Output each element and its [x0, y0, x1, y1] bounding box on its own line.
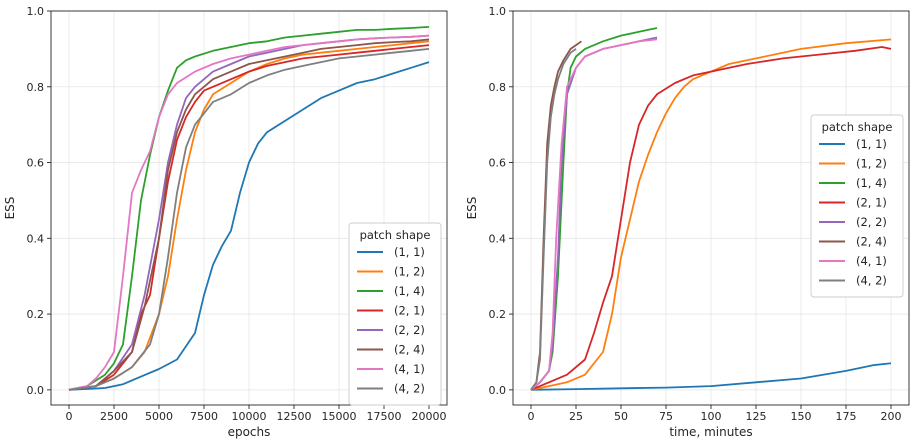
- x-tick-label: 50: [614, 410, 628, 423]
- x-tick-label: 125: [746, 410, 767, 423]
- x-tick-label: 15000: [322, 410, 357, 423]
- x-tick-label: 5000: [145, 410, 173, 423]
- legend-box: [348, 222, 442, 406]
- x-axis-label: epochs: [228, 425, 271, 439]
- legend-label: (1, 2): [394, 265, 425, 279]
- series-line-4: [530, 36, 658, 391]
- series-line-0: [530, 362, 892, 391]
- x-tick-label: 10000: [232, 410, 267, 423]
- legend-label: (2, 4): [856, 235, 887, 249]
- y-tick-label: 1.0: [489, 5, 507, 18]
- legend-label: (4, 2): [394, 382, 425, 396]
- x-tick-label: 2500: [100, 410, 128, 423]
- x-tick-label: 12500: [277, 410, 312, 423]
- x-tick-label: 200: [881, 410, 902, 423]
- series-line-1: [530, 38, 892, 391]
- x-tick-label: 175: [836, 410, 857, 423]
- legend-label: (2, 2): [856, 215, 887, 229]
- y-tick-label: 0.2: [489, 308, 507, 321]
- legend-label: (2, 1): [856, 196, 887, 210]
- y-tick-label: 0.2: [27, 308, 45, 321]
- legend-label: (4, 1): [856, 254, 887, 268]
- legend-box: [810, 114, 904, 298]
- series-line-3: [68, 44, 430, 391]
- left-chart-epochs: 0 2500 5000 7500 10000 12500 15000 17500 20000 0.…: [3, 5, 448, 439]
- legend-label: (2, 4): [394, 343, 425, 357]
- series-line-2: [68, 26, 430, 391]
- x-tick-label: 20000: [412, 410, 447, 423]
- series-line-0: [68, 61, 430, 391]
- y-tick-label: 0.0: [27, 384, 45, 397]
- series-line-5: [530, 40, 582, 391]
- x-tick-label: 75: [659, 410, 673, 423]
- legend-label: (1, 1): [394, 245, 425, 259]
- legend-label: (1, 1): [856, 137, 887, 151]
- legend-title: patch shape: [822, 120, 893, 134]
- y-axis-label: ESS: [465, 197, 479, 220]
- legend-label: (1, 4): [394, 284, 425, 298]
- legend-label: (1, 2): [856, 157, 887, 171]
- legend-label: (1, 4): [856, 176, 887, 190]
- x-tick-label: 100: [701, 410, 722, 423]
- legend: patch shape (1, 1) (1, 2) (1, 4) (2, 1) (2, 2…: [810, 114, 904, 298]
- x-tick-label: 7500: [190, 410, 218, 423]
- x-tick-label: 150: [791, 410, 812, 423]
- x-axis-label: time, minutes: [669, 425, 752, 439]
- series-line-3: [530, 46, 892, 391]
- x-tick-label: 0: [66, 410, 73, 423]
- right-chart-time: 0 25 50 75 100 125 150 175 200 0.0 0.2 0.4 0.6 0.8 1.0…: [465, 5, 910, 439]
- legend-label: (2, 2): [394, 323, 425, 337]
- y-tick-label: 0.6: [27, 157, 45, 170]
- y-tick-label: 0.6: [489, 157, 507, 170]
- y-tick-label: 0.8: [489, 81, 507, 94]
- series-line-7: [530, 48, 577, 391]
- legend-title: patch shape: [360, 228, 431, 242]
- series-line-5: [68, 38, 430, 391]
- x-tick-label: 17500: [367, 410, 402, 423]
- y-tick-label: 1.0: [27, 5, 45, 18]
- y-tick-label: 0.4: [27, 232, 45, 245]
- legend-label: (4, 1): [394, 362, 425, 376]
- series-line-6: [68, 34, 430, 391]
- x-tick-label: 25: [569, 410, 583, 423]
- series-line-7: [68, 48, 430, 391]
- y-axis-label: ESS: [3, 197, 17, 220]
- series-line-6: [530, 38, 658, 391]
- y-tick-label: 0.8: [27, 81, 45, 94]
- legend: patch shape (1, 1) (1, 2) (1, 4) (2, 1) (2, 2…: [348, 222, 442, 406]
- x-tick-label: 0: [528, 410, 535, 423]
- y-tick-label: 0.0: [489, 384, 507, 397]
- legend-label: (4, 2): [856, 274, 887, 288]
- legend-label: (2, 1): [394, 304, 425, 318]
- y-tick-label: 0.4: [489, 232, 507, 245]
